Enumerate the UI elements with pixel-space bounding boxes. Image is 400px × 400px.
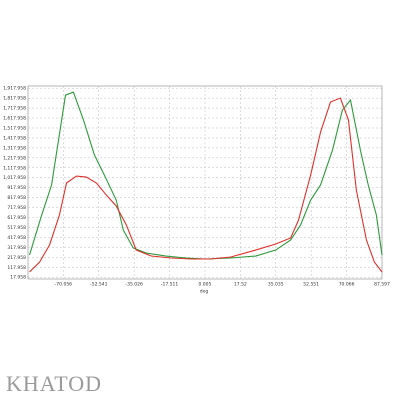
y-tick-label: 1,117.958	[3, 165, 26, 171]
y-tick-label: 1,917.958	[3, 86, 26, 92]
y-tick-label: 517.958	[7, 225, 26, 231]
y-tick-label: 1,817.958	[3, 96, 26, 102]
x-tick-label: -52.541	[90, 282, 108, 288]
x-tick-label: 35.035	[268, 282, 284, 288]
y-tick-label: 417.958	[7, 235, 26, 241]
data-line	[29, 97, 383, 273]
x-tick-label: 17.52	[234, 282, 247, 288]
y-tick-label: 1,717.958	[3, 106, 26, 112]
y-tick-label: 17.958	[10, 275, 26, 281]
y-tick-label: 317.958	[7, 245, 26, 251]
y-tick-label: 1,017.958	[3, 175, 26, 181]
x-tick-label: 52.551	[303, 282, 319, 288]
y-tick-label: 917.958	[7, 185, 26, 191]
y-tick-label: 1,417.958	[3, 135, 26, 141]
brand-logo: KHATOD	[6, 371, 102, 396]
y-tick-label: 1,217.958	[3, 155, 26, 161]
x-tick-label: -17.511	[161, 282, 179, 288]
x-axis-label: deg	[200, 289, 209, 295]
x-tick-label: -70.056	[55, 282, 73, 288]
y-tick-label: 1,317.958	[3, 145, 26, 151]
x-tick-label: 87.597	[374, 282, 390, 288]
y-tick-label: 1,517.958	[3, 125, 26, 131]
y-tick-label: 217.958	[7, 255, 26, 261]
x-tick-label: 0.005	[199, 282, 212, 288]
x-tick-label: -35.026	[125, 282, 143, 288]
y-tick-label: 817.958	[7, 195, 26, 201]
y-tick-label: 717.958	[7, 205, 26, 211]
y-tick-label: 617.958	[7, 215, 26, 221]
y-tick-label: 117.958	[7, 265, 26, 271]
x-tick-label: 70.066	[339, 282, 355, 288]
y-tick-label: 1,617.958	[3, 116, 26, 122]
